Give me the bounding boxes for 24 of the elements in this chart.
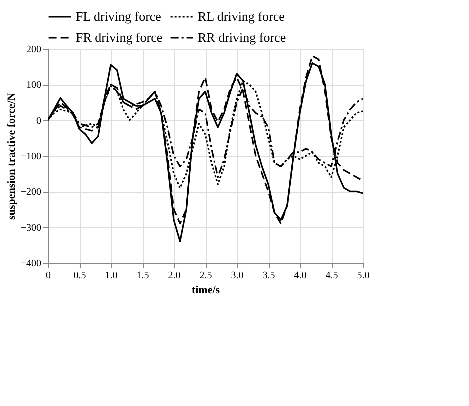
legend-label: RR driving force — [198, 30, 286, 45]
y-tick-label: 200 — [26, 44, 42, 56]
legend-label: RL driving force — [198, 9, 286, 24]
x-tick-label: 0.5 — [74, 270, 86, 282]
y-tick-label: 0 — [36, 116, 42, 127]
x-tick-label: 2.0 — [168, 270, 181, 282]
x-tick-label: 1.5 — [136, 270, 150, 282]
legend-label: FR driving force — [76, 30, 163, 45]
y-tick-label: 100 — [26, 80, 42, 92]
y-axis-title: suspension tractive force/N — [6, 93, 18, 220]
y-tick-label: −200 — [20, 187, 42, 198]
x-tick-label: 2.5 — [200, 270, 212, 282]
x-tick-label: 5.0 — [357, 270, 370, 282]
x-axis-title: time/s — [192, 284, 221, 296]
x-tick-label: 3.5 — [262, 270, 276, 282]
x-tick-label: 3.0 — [231, 270, 244, 282]
y-tick-label: −100 — [20, 152, 42, 162]
y-tick-label: −300 — [20, 222, 42, 234]
legend-label: FL driving force — [76, 9, 162, 24]
x-tick-label: 0 — [46, 270, 51, 282]
x-tick-label: 4.0 — [294, 270, 307, 282]
y-tick-label: −400 — [20, 258, 42, 270]
x-tick-label: 1.0 — [105, 270, 118, 282]
x-tick-label: 4.5 — [326, 270, 338, 282]
